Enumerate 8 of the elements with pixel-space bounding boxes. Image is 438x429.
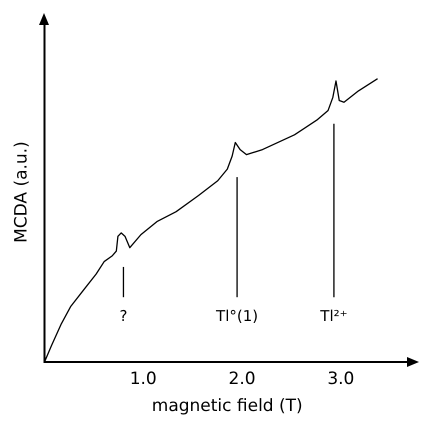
ref-line-label: ? (119, 307, 128, 326)
ref-line-label: Tl²⁺ (319, 307, 348, 326)
x-tick-label: 3.0 (327, 368, 354, 389)
y-axis-title: MCDA (a.u.) (12, 141, 32, 243)
x-tick-label: 2.0 (228, 368, 256, 389)
x-axis-title: magnetic field (T) (152, 396, 303, 416)
x-tick-label: 1.0 (130, 368, 157, 389)
ref-line-label: Tl°(1) (215, 307, 258, 326)
